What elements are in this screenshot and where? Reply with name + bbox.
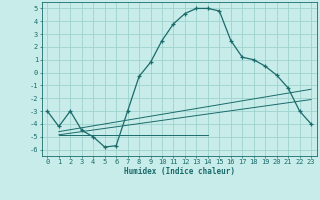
X-axis label: Humidex (Indice chaleur): Humidex (Indice chaleur) bbox=[124, 167, 235, 176]
